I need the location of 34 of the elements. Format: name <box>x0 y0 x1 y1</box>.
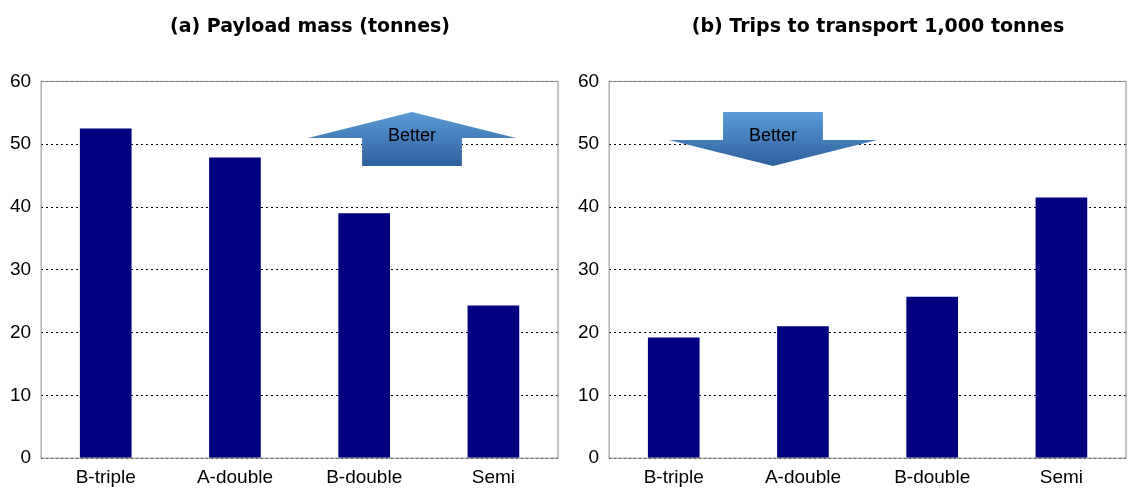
y-tick-label: 0 <box>588 446 600 468</box>
y-tick-label: 0 <box>20 446 32 468</box>
y-tick-label: 60 <box>9 69 32 91</box>
bar <box>338 213 391 458</box>
y-tick-label: 40 <box>9 195 32 217</box>
bar <box>467 305 520 458</box>
annotation: Better <box>748 125 798 146</box>
x-tick-label: B-triple <box>643 465 704 487</box>
bar <box>647 337 700 458</box>
y-tick-label: 20 <box>9 320 32 342</box>
bar <box>79 128 132 458</box>
x-tick-label: B-double <box>326 465 403 487</box>
y-tick-label: 60 <box>577 69 600 91</box>
y-tick-label: 30 <box>577 258 600 280</box>
bar <box>209 157 261 458</box>
bar <box>1035 197 1088 458</box>
annotation: Better <box>387 125 437 146</box>
chart-title: (a) Payload mass (tonnes) <box>168 14 451 36</box>
x-tick-label: B-triple <box>75 465 136 487</box>
x-tick-label: B-double <box>894 465 971 487</box>
y-tick-label: 10 <box>9 383 32 405</box>
y-tick-label: 30 <box>9 258 32 280</box>
y-tick-label: 10 <box>577 383 600 405</box>
x-tick-label: A-double <box>764 465 841 487</box>
x-tick-label: A-double <box>196 465 273 487</box>
bar <box>777 326 829 458</box>
y-tick-label: 50 <box>577 132 600 154</box>
x-tick-label: Semi <box>471 465 516 487</box>
bar <box>906 296 959 458</box>
x-tick-label: Semi <box>1039 465 1084 487</box>
y-tick-label: 40 <box>577 195 600 217</box>
y-tick-label: 50 <box>9 132 32 154</box>
chart-title: (b) Trips to transport 1,000 tonnes <box>690 14 1066 36</box>
y-tick-label: 20 <box>577 320 600 342</box>
